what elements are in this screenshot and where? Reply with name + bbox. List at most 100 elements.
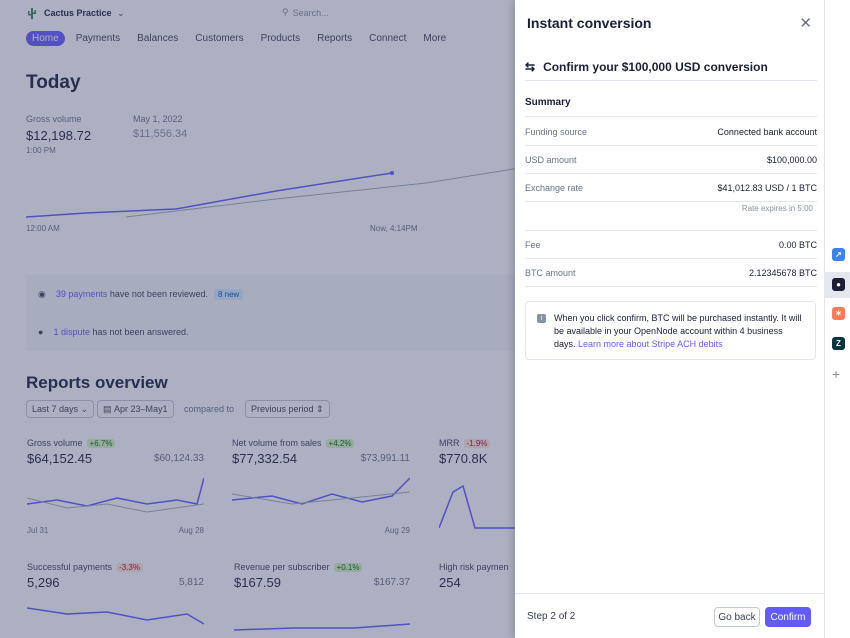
account-switcher[interactable]: Cactus Practice ⌄ — [26, 6, 124, 20]
swap-arrows-icon: ⇆ — [525, 60, 536, 74]
subtitle-text: Confirm your $100,000 USD conversion — [543, 60, 768, 74]
compare-value: $11,556.34 — [133, 128, 188, 140]
panel-footer: Step 2 of 2 Go back Confirm — [515, 593, 824, 638]
sparkline — [26, 477, 205, 513]
nav-payments[interactable]: Payments — [75, 33, 121, 44]
chart-start-label: 12:00 AM — [26, 224, 60, 233]
exchange-rate-row: Exchange rate $41,012.83 USD / 1 BTC — [525, 174, 817, 202]
usd-amount-row: USD amount $100,000.00 — [525, 146, 817, 174]
divider — [525, 201, 817, 202]
new-badge: 8 new — [213, 289, 244, 300]
cactus-logo-icon — [28, 8, 36, 19]
go-back-button[interactable]: Go back — [714, 607, 760, 627]
card-value: $64,152.45 — [27, 451, 93, 466]
conversion-subtitle: ⇆ Confirm your $100,000 USD conversion — [525, 54, 817, 81]
fee-row: Fee 0.00 BTC — [525, 231, 817, 259]
card-value: $167.59 — [234, 575, 281, 590]
nav-more[interactable]: More — [423, 33, 447, 44]
row-value: Connected bank account — [717, 126, 817, 137]
card-label: Gross volume — [27, 438, 83, 448]
calendar-icon: ▤ — [103, 403, 112, 414]
successful-payments-card[interactable]: Successful payments -3.3% 5,296 5,812 — [26, 562, 205, 636]
card-label: High risk paymen — [439, 562, 509, 572]
card-compare: 5,812 — [178, 577, 204, 588]
card-start: Jul 31 — [27, 526, 49, 535]
search-input[interactable]: ⚲ Search... — [282, 7, 329, 18]
previous-period-select[interactable]: Previous period ⇕ — [245, 400, 330, 418]
card-value: 5,296 — [27, 575, 60, 590]
sparkline — [439, 484, 515, 529]
net-volume-card[interactable]: Net volume from sales +4.2% $77,332.54 $7… — [231, 438, 411, 535]
apps-sidebar: ↗ ● ✶ Z + — [824, 0, 850, 638]
row-value: 2.12345678 BTC — [748, 267, 817, 278]
add-app-icon[interactable]: + — [832, 366, 841, 382]
info-icon: i — [537, 314, 546, 323]
card-end: Aug 28 — [178, 526, 204, 535]
mrr-card[interactable]: MRR -1.9% $770.8K — [439, 438, 515, 534]
main-nav: Home Payments Balances Customers Product… — [26, 31, 457, 46]
card-label: Successful payments — [27, 562, 113, 572]
panel-title: Instant conversion — [527, 15, 652, 31]
gross-volume-card[interactable]: Gross volume +6.7% $64,152.45 $60,124.33 … — [26, 438, 205, 535]
revenue-per-subscriber-card[interactable]: Revenue per subscriber +0.1% $167.59 $167… — [233, 562, 411, 636]
date-range-value: Apr 23–May1 — [114, 404, 168, 414]
sparkline — [233, 623, 411, 631]
info-callout: i When you click confirm, BTC will be pu… — [525, 301, 816, 360]
payments-review-notice: ◉ 39 payments have not been reviewed. 8 n… — [26, 275, 526, 313]
nav-customers[interactable]: Customers — [195, 33, 244, 44]
row-value: 0.00 BTC — [778, 239, 817, 250]
account-name: Cactus Practice — [44, 8, 112, 18]
step-indicator: Step 2 of 2 — [527, 611, 576, 622]
search-placeholder: Search... — [292, 7, 329, 18]
compare-date[interactable]: May 1, 2022 — [133, 114, 183, 124]
app-zendesk-icon[interactable]: Z — [832, 337, 845, 350]
row-key: Funding source — [525, 126, 588, 137]
app-opennode-icon[interactable]: ● — [832, 278, 845, 291]
delta-badge: +6.7% — [86, 439, 116, 448]
nav-reports[interactable]: Reports — [317, 33, 353, 44]
row-key: BTC amount — [525, 267, 576, 278]
card-label: Revenue per subscriber — [234, 562, 330, 572]
row-value: $41,012.83 USD / 1 BTC — [717, 183, 817, 193]
notice1-text: have not been reviewed. — [109, 289, 208, 299]
rate-expires: Rate expires in 5:00 — [741, 204, 813, 213]
delta-badge: -3.3% — [116, 563, 143, 572]
search-icon: ⚲ — [282, 7, 289, 17]
period-select[interactable]: Last 7 days ⌄ — [26, 400, 95, 418]
today-title: Today — [26, 72, 81, 93]
divider — [525, 230, 817, 231]
summary-heading: Summary — [525, 94, 817, 117]
confirm-button[interactable]: Confirm — [765, 607, 811, 627]
alert-icon: ● — [38, 327, 44, 337]
today-chart — [26, 166, 526, 218]
card-value: 254 — [439, 575, 461, 590]
card-compare: $167.37 — [373, 577, 410, 588]
nav-home[interactable]: Home — [26, 31, 65, 46]
eye-icon: ◉ — [38, 288, 46, 299]
btc-amount-row: BTC amount 2.12345678 BTC — [525, 259, 817, 287]
date-range-select[interactable]: ▤ Apr 23–May1 — [97, 400, 174, 418]
card-label: MRR — [439, 438, 460, 448]
learn-more-link[interactable]: Learn more about Stripe ACH debits — [578, 339, 723, 349]
dispute-link[interactable]: 1 dispute — [53, 327, 90, 337]
card-value: $770.8K — [439, 451, 488, 466]
instant-conversion-panel: Instant conversion ✕ ⇆ Confirm your $100… — [515, 0, 824, 638]
dispute-notice: ● 1 dispute has not been answered. — [26, 313, 526, 351]
close-icon[interactable]: ✕ — [799, 15, 812, 32]
nav-products[interactable]: Products — [260, 33, 301, 44]
app-chart-icon[interactable]: ↗ — [832, 248, 845, 261]
app-hubspot-icon[interactable]: ✶ — [832, 307, 845, 320]
gross-volume-value: $12,198.72 — [26, 128, 92, 143]
gross-volume-time: 1:00 PM — [26, 146, 56, 155]
payments-link[interactable]: 39 payments — [55, 289, 108, 299]
nav-balances[interactable]: Balances — [137, 33, 179, 44]
high-risk-payments-card[interactable]: High risk paymen 254 — [439, 562, 515, 590]
row-value: $100,000.00 — [766, 154, 817, 165]
funding-source-row: Funding source Connected bank account — [525, 118, 817, 146]
previous-period-value: Previous period — [251, 404, 314, 414]
notice2-text: has not been answered. — [92, 327, 189, 337]
gross-volume-label[interactable]: Gross volume — [26, 114, 82, 124]
nav-connect[interactable]: Connect — [369, 33, 407, 44]
reports-title: Reports overview — [26, 373, 168, 392]
delta-badge: +0.1% — [333, 563, 363, 572]
